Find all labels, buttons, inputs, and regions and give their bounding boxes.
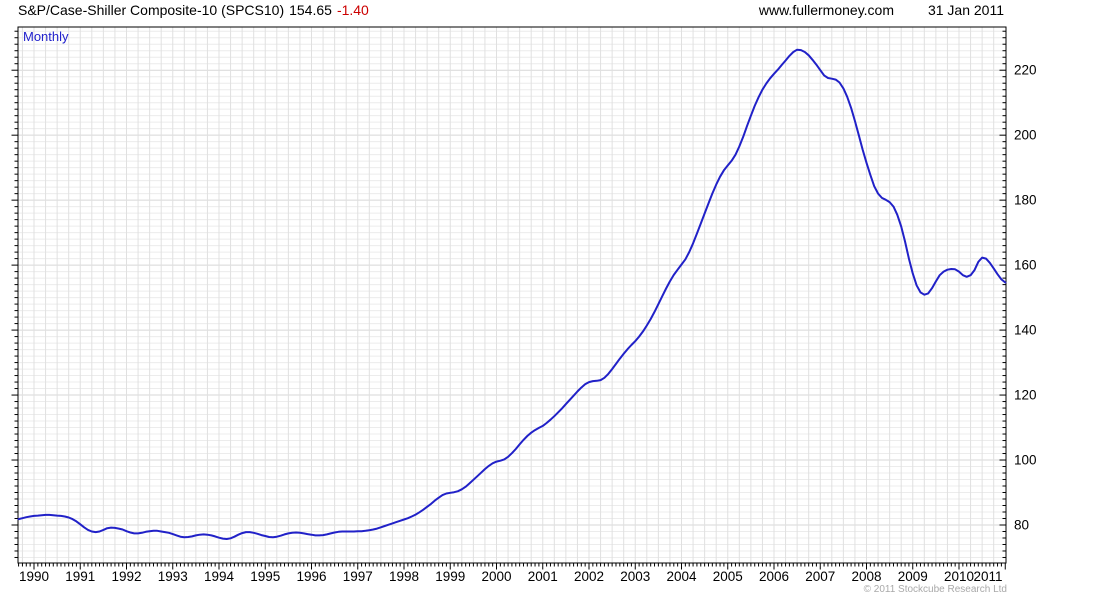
y-axis-label: 120 xyxy=(1014,388,1037,403)
price-line-path xyxy=(17,48,1007,540)
x-axis-label: 1992 xyxy=(111,569,141,584)
x-axis-label: 2006 xyxy=(759,569,789,584)
x-axis-label: 2009 xyxy=(898,569,928,584)
x-axis-label: 2011 xyxy=(973,569,1002,584)
x-axis-label: 1993 xyxy=(158,569,188,584)
change-value: -1.40 xyxy=(336,2,369,18)
chart-title: S&P/Case-Shiller Composite-10 (SPCS10) 15… xyxy=(18,2,369,18)
x-axis-label: 2010 xyxy=(944,569,974,584)
x-axis-label: 2002 xyxy=(574,569,604,584)
x-axis-label: 1997 xyxy=(343,569,373,584)
y-axis-label: 140 xyxy=(1014,323,1037,338)
y-axis-label: 80 xyxy=(1014,517,1029,532)
axis-ticks xyxy=(11,30,1006,570)
axis-labels: 80 100 120 140 160 180 200 220 1990 1991 1992 1993 1… xyxy=(19,63,1037,584)
plot-border xyxy=(17,26,1007,564)
x-axis-label: 2004 xyxy=(666,569,697,584)
y-axis-label: 180 xyxy=(1014,193,1037,208)
y-axis-label: 160 xyxy=(1014,258,1037,273)
x-axis-label: 1994 xyxy=(204,569,235,584)
x-axis-label: 1996 xyxy=(296,569,326,584)
x-axis-label: 1998 xyxy=(389,569,419,584)
last-value: 154.65 xyxy=(289,2,332,18)
x-axis-label: 2007 xyxy=(805,569,835,584)
x-axis-label: 1995 xyxy=(250,569,280,584)
frequency-label: Monthly xyxy=(23,29,69,44)
gridlines xyxy=(18,27,1006,563)
y-axis-label: 220 xyxy=(1014,63,1037,78)
x-axis-label: 2001 xyxy=(528,569,558,584)
date-label: 31 Jan 2011 xyxy=(927,2,1004,18)
site-link[interactable]: www.fullermoney.com xyxy=(758,2,894,18)
instrument-name: S&P/Case-Shiller Composite-10 (SPCS10) xyxy=(18,2,285,18)
x-axis-label: 2008 xyxy=(851,569,881,584)
copyright-label: © 2011 Stockcube Research Ltd xyxy=(863,584,1007,595)
x-axis-label: 1999 xyxy=(435,569,465,584)
price-line xyxy=(17,48,1007,540)
x-axis-label: 2000 xyxy=(481,569,511,584)
y-axis-label: 200 xyxy=(1014,128,1037,143)
y-axis-label: 100 xyxy=(1014,453,1037,468)
x-axis-label: 1990 xyxy=(19,569,49,584)
x-axis-label: 2005 xyxy=(713,569,743,584)
x-axis-label: 2003 xyxy=(620,569,650,584)
x-axis-label: 1991 xyxy=(65,569,95,584)
